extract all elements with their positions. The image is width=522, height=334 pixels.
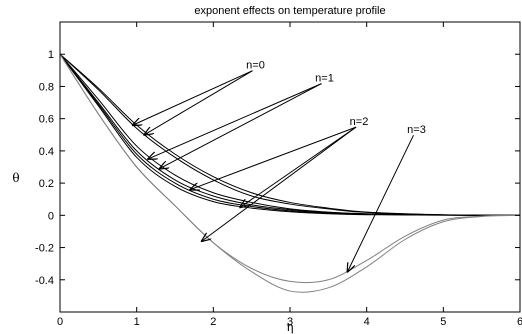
annotation-arrow: [133, 70, 253, 125]
y-tick-label: 1: [48, 49, 54, 61]
series-line-1: [59, 53, 521, 216]
annotation-arrow: [190, 126, 357, 189]
chart-title: exponent effects on temperature profile: [194, 5, 385, 17]
series-line-5: [59, 53, 521, 216]
annotation-label-1: n=1: [315, 73, 334, 85]
annotation-arrow: [148, 83, 322, 159]
series-line-6: [59, 53, 521, 216]
annotation-label-0: n=0: [246, 60, 265, 72]
series-line-8: [59, 53, 521, 293]
annotation-arrow: [144, 70, 253, 135]
series-line-7: [59, 53, 521, 284]
annotation-layer: n=0 n=1 n=2 n=3: [133, 60, 426, 272]
x-tick-label: 6: [517, 316, 522, 328]
x-tick-label: 4: [364, 316, 370, 328]
x-tick-label: 5: [440, 316, 446, 328]
series-line-2: [59, 53, 521, 216]
annotation-label-3: n=3: [407, 124, 426, 136]
series-line-3: [59, 53, 521, 216]
y-tick-label: 0.6: [39, 114, 54, 126]
x-tick-label: 0: [57, 316, 63, 328]
tick-layer: 0 1 2 3 4 5 6 -0.4 -0.2 0 0.2 0.4 0.6 0.8 1: [35, 22, 522, 328]
annotation-label-2: n=2: [350, 116, 369, 128]
y-tick-label: 0.4: [39, 146, 54, 158]
plot-frame: [59, 21, 521, 313]
annotation-arrow: [348, 134, 414, 272]
x-tick-label: 1: [134, 316, 140, 328]
series-line-4: [59, 53, 521, 216]
y-tick-label: -0.4: [35, 275, 54, 287]
y-tick-label: 0.8: [39, 81, 54, 93]
x-tick-label: 2: [210, 316, 216, 328]
y-axis-label: θ: [12, 171, 19, 185]
x-axis-label: η: [286, 320, 293, 334]
y-tick-label: 0.2: [39, 178, 54, 190]
annotation-arrow: [240, 126, 357, 207]
y-tick-label: -0.2: [35, 243, 54, 255]
y-tick-label: 0: [48, 210, 54, 222]
annotation-arrow: [160, 83, 322, 169]
series-layer: [59, 53, 521, 293]
x-tick-label: 3: [287, 316, 293, 328]
annotation-arrow: [202, 126, 357, 241]
